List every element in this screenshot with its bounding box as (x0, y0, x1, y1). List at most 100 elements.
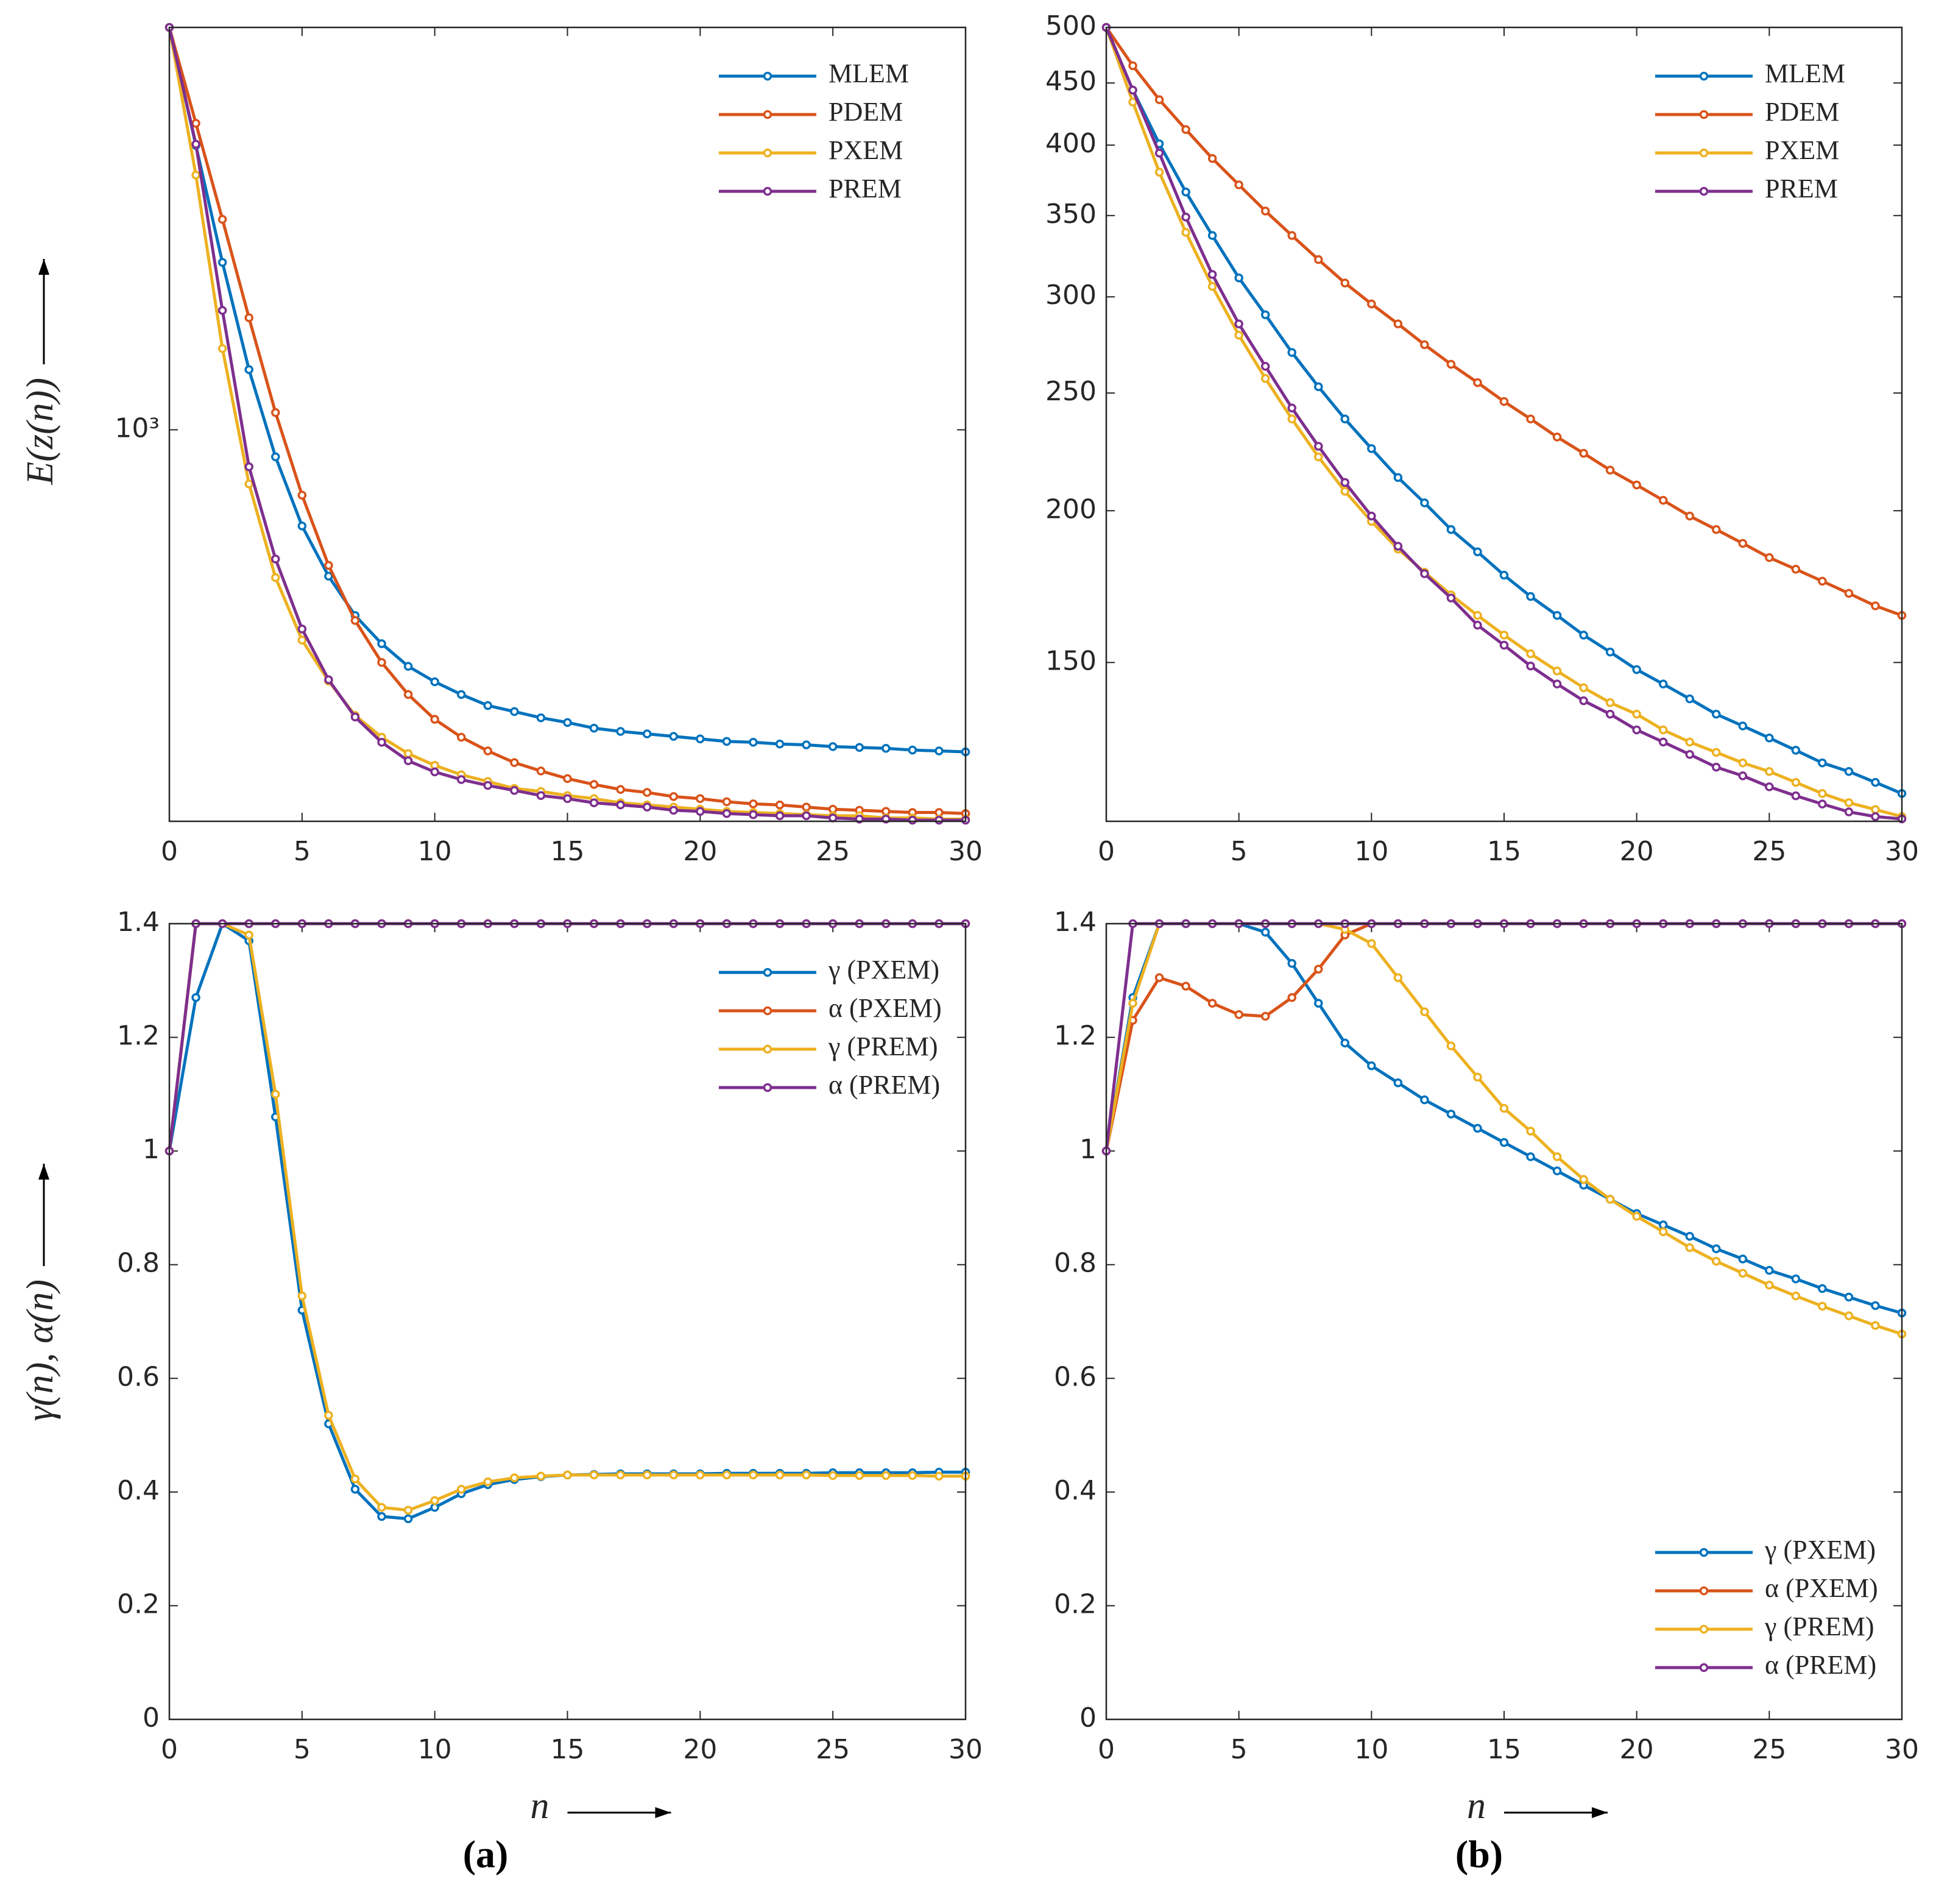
point (324, 572, 333, 581)
point (456, 690, 466, 699)
y-tick-label: 1.2 (117, 1021, 160, 1052)
point (1154, 168, 1164, 177)
arrow-head (38, 259, 49, 275)
legend-marker (763, 71, 772, 81)
point (1260, 310, 1270, 319)
point (1685, 1243, 1694, 1252)
point (1712, 762, 1721, 772)
point (1818, 576, 1827, 586)
point (403, 690, 413, 699)
point (1260, 207, 1270, 216)
point (217, 214, 227, 224)
x-tick-label: 20 (683, 1734, 717, 1765)
legend-label: γ (PREM) (828, 1032, 938, 1061)
point (403, 756, 413, 765)
y-axis-label-group: E(z(n)) (19, 259, 61, 486)
point (1181, 187, 1190, 197)
point (642, 729, 652, 738)
y-tick-label: 250 (1045, 376, 1097, 407)
point (1738, 1269, 1748, 1278)
point (1234, 330, 1243, 340)
plot-area (1106, 924, 1902, 1719)
y-tick-label: 0.6 (1054, 1361, 1097, 1392)
point (722, 797, 732, 807)
x-tick-label: 15 (551, 836, 585, 867)
x-tick-label: 5 (1231, 836, 1248, 867)
arrow-head (38, 1164, 49, 1180)
x-tick-label: 15 (551, 1734, 585, 1765)
point (1632, 709, 1641, 719)
point (1871, 1301, 1880, 1311)
y-tick-label: 1.4 (117, 907, 160, 938)
point (589, 798, 599, 807)
point (669, 732, 679, 741)
point (616, 1470, 625, 1480)
point (1314, 382, 1323, 392)
point (1658, 1227, 1668, 1236)
point (669, 1470, 679, 1480)
x-tick-label: 20 (683, 836, 717, 867)
point (696, 1470, 705, 1480)
point (1473, 610, 1482, 620)
point (244, 462, 253, 472)
point (669, 805, 679, 815)
point (1765, 1281, 1774, 1290)
point (1207, 270, 1217, 279)
y-tick-label: 150 (1045, 645, 1097, 676)
point (775, 739, 785, 749)
point (1712, 1256, 1721, 1266)
point (1260, 1011, 1270, 1021)
point (1181, 213, 1190, 222)
point (403, 749, 413, 759)
point (536, 766, 546, 776)
y-tick-label: 0.6 (117, 1361, 160, 1392)
y-tick-label: 300 (1045, 280, 1097, 311)
point (563, 774, 572, 784)
point (271, 573, 280, 582)
point (802, 740, 811, 749)
point (802, 802, 811, 812)
point (696, 807, 705, 816)
point (1314, 255, 1323, 264)
point (802, 811, 811, 821)
y-tick-label: 0 (143, 1702, 160, 1733)
point (1287, 348, 1296, 357)
y-tick-label: 350 (1045, 199, 1097, 230)
point (1287, 959, 1296, 968)
point (589, 1470, 599, 1480)
point (244, 313, 253, 322)
legend-label: PDEM (828, 97, 903, 127)
point (934, 746, 944, 756)
legend-marker (763, 1044, 772, 1054)
point (1658, 1220, 1668, 1230)
point (297, 635, 307, 645)
arrow-head (1592, 1807, 1608, 1818)
point (1499, 631, 1509, 640)
point (1712, 748, 1721, 757)
point (1738, 721, 1748, 731)
point (722, 809, 732, 818)
point (377, 738, 386, 747)
point (377, 1512, 386, 1521)
point (1393, 1078, 1403, 1088)
x-axis-label: n (531, 1785, 549, 1827)
point (1128, 97, 1137, 107)
y-tick-label: 0.8 (1054, 1248, 1097, 1279)
point (1499, 1103, 1509, 1113)
point (510, 786, 519, 795)
panel-label: (a) (463, 1833, 509, 1876)
y-tick-label: 1 (1079, 1134, 1097, 1165)
point (1526, 1152, 1535, 1161)
point (297, 1291, 307, 1301)
point (1181, 982, 1190, 991)
point (1765, 733, 1774, 743)
point (1605, 709, 1615, 719)
y-tick-label: 10³ (115, 412, 160, 444)
point (1340, 1038, 1350, 1048)
point (1207, 231, 1217, 240)
point (430, 715, 439, 724)
plot-frame (1105, 26, 1903, 823)
point (1260, 373, 1270, 383)
point (749, 1470, 758, 1480)
x-tick-label: 20 (1620, 1734, 1654, 1765)
